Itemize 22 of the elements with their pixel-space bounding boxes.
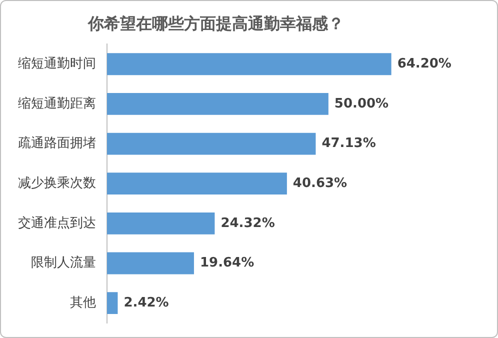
data-label: 40.63% (292, 176, 348, 191)
bar (107, 92, 328, 115)
data-label: 64.20% (397, 56, 452, 72)
y-tick-label: 其他 (70, 295, 96, 310)
data-label: 24.32% (220, 216, 275, 231)
y-tick-label: 限制人流量 (31, 254, 96, 271)
bar (107, 53, 392, 76)
y-tick-label: 交通准点到达 (18, 214, 96, 231)
data-label: 47.13% (322, 136, 376, 152)
bar (107, 172, 287, 195)
data-label: 50.00% (334, 96, 389, 112)
y-tick-label: 缩短通勤时间 (18, 56, 96, 72)
data-label: 2.42% (124, 295, 169, 310)
y-tick-label: 减少换乘次数 (18, 176, 96, 191)
y-tick-label: 疏通路面拥堵 (18, 136, 96, 152)
bar (107, 252, 194, 274)
bar (107, 292, 118, 314)
bar (107, 132, 316, 155)
bar (107, 212, 215, 234)
y-tick-label: 缩短通勤距离 (18, 95, 96, 112)
data-label: 19.64% (200, 256, 254, 271)
chart-title: 你希望在哪些方面提高通勤幸福感？ (87, 14, 344, 33)
